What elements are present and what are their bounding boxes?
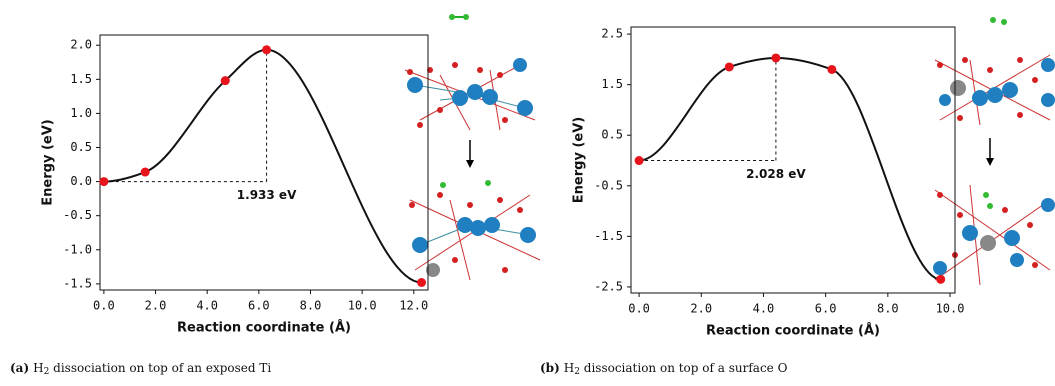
x-tick-label: 8.0 — [300, 299, 322, 313]
structure-bottom-a — [409, 180, 540, 280]
x-axis-label: Reaction coordinate (Å) — [706, 323, 880, 339]
y-tick-label: -1.5 — [594, 229, 623, 243]
barrier-label: 2.028 eV — [746, 167, 806, 181]
x-tick-label: 2.0 — [690, 302, 712, 316]
caption-text: H — [33, 361, 43, 375]
y-tick-label: 0.5 — [70, 140, 92, 154]
data-point — [99, 177, 108, 186]
y-tick-label: -1.0 — [63, 242, 92, 256]
caption-label: (b) — [540, 361, 560, 375]
data-point — [635, 156, 644, 165]
caption: (a)H2 dissociation on top of an exposed … — [10, 361, 271, 377]
x-axis-label: Reaction coordinate (Å) — [177, 320, 351, 336]
x-tick-label: 4.0 — [753, 302, 775, 316]
caption-text: dissociation on top of an exposed Ti — [49, 361, 271, 375]
barrier-label: 1.933 eV — [237, 188, 297, 202]
y-tick-label: 1.5 — [70, 72, 92, 86]
data-point — [725, 62, 734, 71]
x-tick-label: 6.0 — [815, 302, 837, 316]
plot-frame — [631, 27, 955, 293]
y-tick-label: 1.5 — [601, 77, 623, 91]
caption-text: dissociation on top of a surface O — [580, 361, 788, 375]
y-tick-label: -2.5 — [594, 279, 623, 293]
caption: (b)H2 dissociation on top of a surface O — [540, 361, 788, 377]
data-point — [221, 76, 230, 85]
structure-bottom-b — [933, 185, 1055, 285]
caption-label: (a) — [10, 361, 29, 375]
x-tick-label: 4.0 — [196, 299, 218, 313]
data-point — [141, 168, 150, 177]
structure-top-a — [405, 14, 535, 168]
x-tick-label: 10.0 — [936, 302, 965, 316]
plot-frame — [100, 35, 428, 290]
x-tick-label: 12.0 — [399, 299, 428, 313]
y-tick-label: -0.5 — [63, 208, 92, 222]
y-tick-label: 1.0 — [70, 106, 92, 120]
x-tick-label: 6.0 — [248, 299, 270, 313]
y-tick-label: -1.5 — [63, 276, 92, 290]
y-axis-label: Energy (eV) — [41, 119, 56, 205]
x-tick-label: 10.0 — [348, 299, 377, 313]
data-point — [771, 53, 780, 62]
x-tick-label: 8.0 — [877, 302, 899, 316]
structure-top-b — [935, 17, 1055, 166]
data-point — [936, 275, 945, 284]
data-point — [417, 278, 426, 287]
caption-text: H — [564, 361, 574, 375]
y-tick-label: -0.5 — [594, 178, 623, 192]
x-tick-label: 0.0 — [93, 299, 115, 313]
figure: -1.5 -1.0 -0.5 0.0 0.5 1.0 1.5 2.0 0.0 2.0 4.0 6.0 8… — [0, 0, 1055, 386]
x-tick-label: 0.0 — [628, 302, 650, 316]
y-axis-label: Energy (eV) — [572, 117, 587, 203]
y-tick-label: 0.5 — [601, 128, 623, 142]
data-point — [262, 45, 271, 54]
y-tick-label: 0.0 — [70, 174, 92, 188]
energy-curve — [104, 50, 422, 283]
data-point — [827, 65, 836, 74]
x-tick-label: 2.0 — [145, 299, 167, 313]
y-tick-label: 2.5 — [601, 27, 623, 41]
y-tick-label: 2.0 — [70, 38, 92, 52]
